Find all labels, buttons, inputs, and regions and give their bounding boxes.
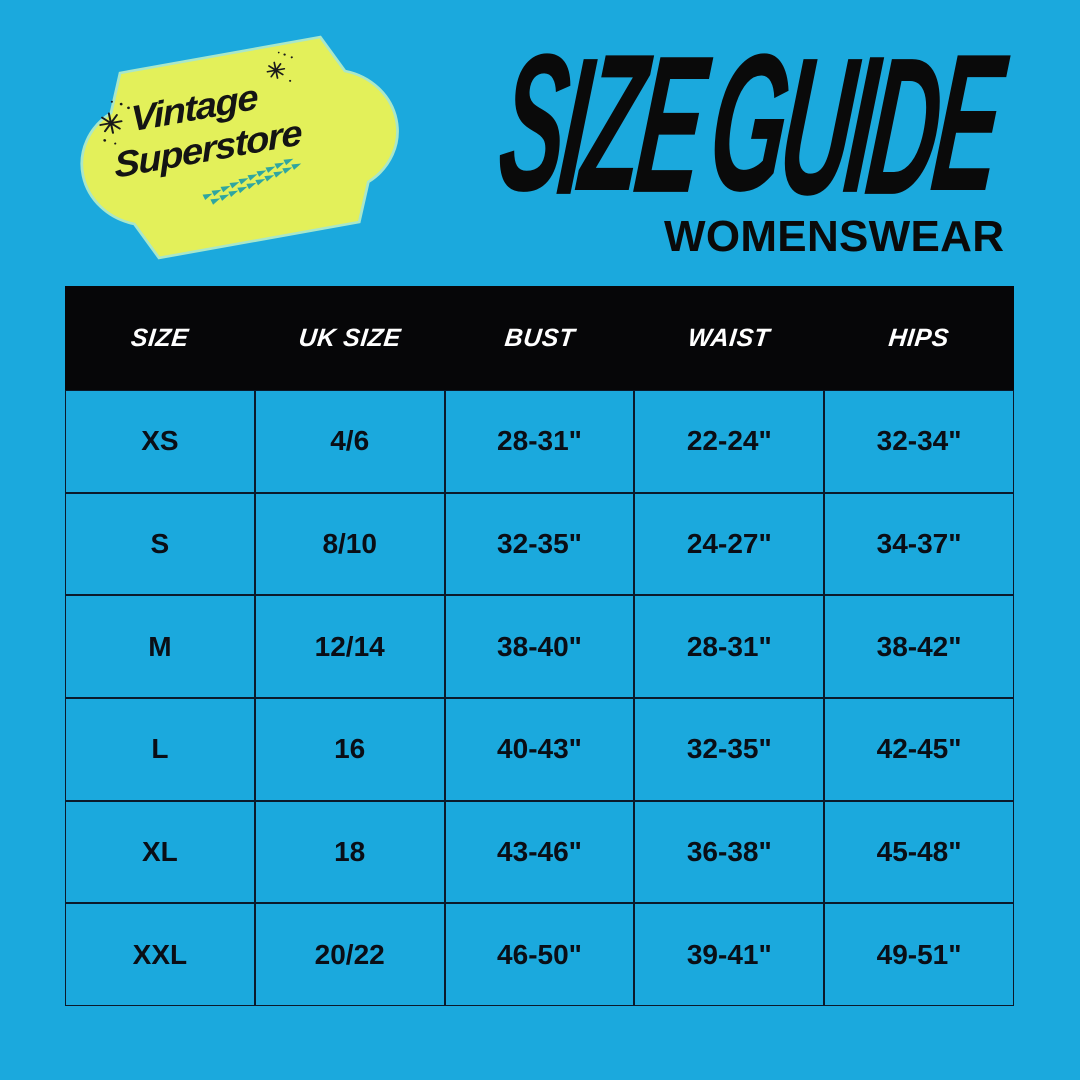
svg-text:SIZEGUIDE: SIZEGUIDE <box>490 12 1015 235</box>
